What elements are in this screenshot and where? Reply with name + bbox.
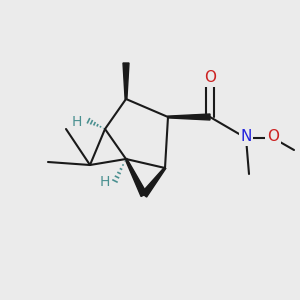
Polygon shape [168, 114, 210, 120]
Text: N: N [240, 129, 252, 144]
Polygon shape [125, 159, 147, 196]
Polygon shape [141, 167, 166, 197]
Text: O: O [267, 129, 279, 144]
Text: O: O [204, 70, 216, 86]
Polygon shape [123, 63, 129, 99]
Text: H: H [99, 175, 110, 188]
Text: H: H [71, 115, 82, 128]
